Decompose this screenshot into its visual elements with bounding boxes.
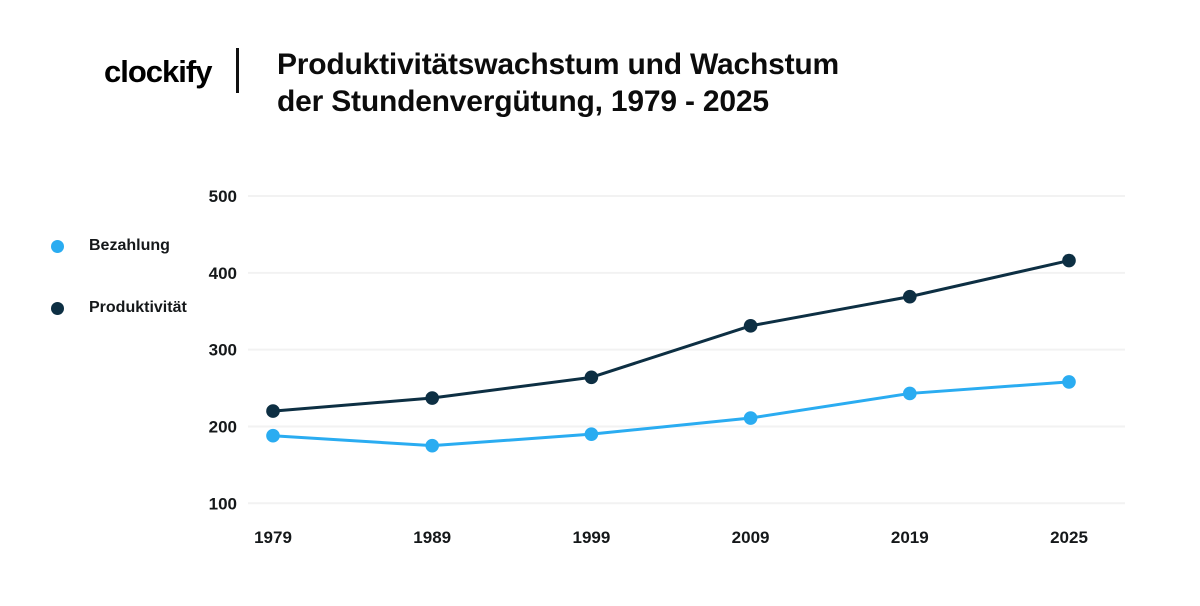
clock-icon	[59, 56, 87, 89]
data-point-bezahlung-2025	[1062, 375, 1076, 389]
y-axis-tick-label: 200	[209, 417, 237, 436]
data-point-bezahlung-1979	[266, 428, 280, 443]
legend-label-bezahlung: Bezahlung	[89, 237, 170, 254]
data-point-bezahlung-1999	[584, 427, 599, 441]
legend-dot-produktivitaet	[51, 301, 64, 315]
y-axis-tick-label: 300	[209, 341, 237, 360]
logo-wordmark: clockify	[104, 54, 212, 89]
page-title-line-2: der Stundenvergütung, 1979 - 2025	[277, 85, 769, 118]
data-point-produktivität-2025	[1062, 253, 1076, 268]
series-line-produktivität	[271, 259, 1071, 413]
x-axis-tick-label: 2019	[891, 528, 929, 547]
header-divider	[236, 48, 239, 93]
x-axis-tick-label: 1979	[254, 528, 292, 547]
x-axis-tick-label: 2025	[1050, 528, 1088, 547]
data-point-produktivität-2009	[743, 319, 758, 333]
data-point-bezahlung-2019	[903, 386, 917, 401]
page-title: Produktivitätswachstum und Wachstum der …	[277, 46, 839, 120]
clockify-logo-badge	[48, 46, 101, 99]
y-axis-tick-label: 400	[209, 264, 237, 283]
data-point-produktivität-1979	[266, 404, 280, 418]
data-point-produktivität-1999	[584, 370, 599, 385]
y-axis-tick-label: 500	[209, 187, 237, 206]
data-point-produktivität-1989	[425, 391, 440, 405]
legend-item-bezahlung: Bezahlung	[51, 237, 170, 255]
data-point-bezahlung-1989	[425, 438, 440, 453]
header: clockify Produktivitätswachstum und Wach…	[0, 0, 1200, 140]
y-axis-tick-label: 100	[209, 494, 237, 513]
data-point-bezahlung-2009	[743, 411, 758, 425]
x-axis-tick-label: 2009	[732, 528, 770, 547]
x-axis-tick-label: 1999	[572, 528, 610, 547]
legend-label-produktivitaet: Produktivität	[89, 299, 187, 316]
series-line-bezahlung	[271, 380, 1071, 448]
x-axis-tick-label: 1989	[413, 528, 451, 547]
legend-item-produktivitaet: Produktivität	[51, 299, 187, 317]
legend-dot-bezahlung	[51, 239, 64, 253]
data-point-produktivität-2019	[903, 289, 917, 304]
page-title-line-1: Produktivitätswachstum und Wachstum	[277, 48, 839, 81]
